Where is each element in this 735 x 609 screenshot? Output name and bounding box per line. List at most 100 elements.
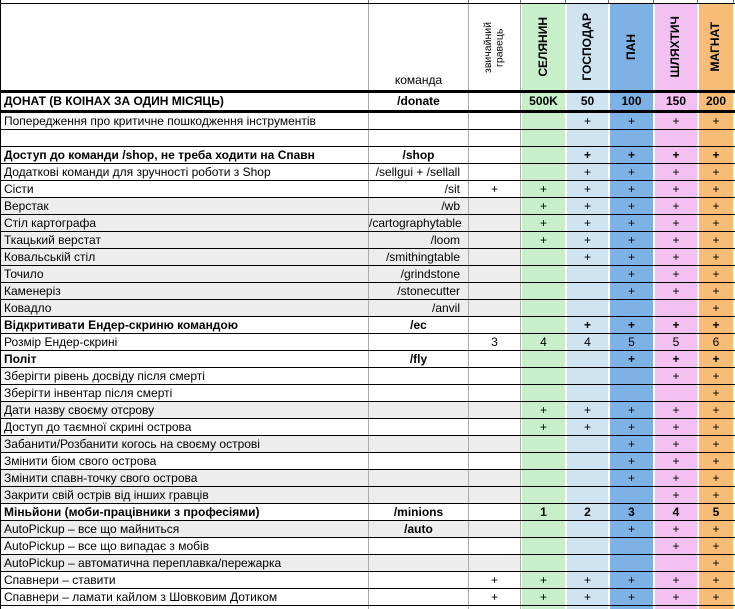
cell-tier-value[interactable]: + — [521, 181, 566, 197]
cell-tier-value[interactable]: + — [566, 317, 609, 333]
cell-tier-value[interactable] — [566, 130, 609, 146]
cell-tier-value[interactable]: + — [698, 215, 734, 231]
header-tier-cell-3[interactable]: ПАН — [609, 4, 654, 90]
cell-command[interactable] — [369, 572, 469, 588]
cell-tier-value[interactable]: + — [698, 521, 734, 537]
cell-tier-value[interactable]: + — [654, 436, 698, 452]
cell-tier-value[interactable]: + — [654, 317, 698, 333]
cell-command[interactable] — [369, 113, 469, 129]
cell-regular-player-value[interactable] — [469, 504, 521, 520]
cell-tier-value[interactable]: + — [654, 232, 698, 248]
cell-tier-value[interactable]: + — [566, 113, 609, 129]
cell-tier-value[interactable]: + — [654, 164, 698, 180]
cell-tier-value[interactable]: + — [521, 589, 566, 605]
cell-tier-value[interactable]: + — [654, 487, 698, 503]
cell-tier-value[interactable]: + — [566, 589, 609, 605]
cell-tier-value[interactable] — [521, 300, 566, 316]
cell-description[interactable]: Змінити біом свого острова — [1, 453, 369, 469]
cell-tier-value[interactable]: + — [521, 419, 566, 435]
cell-description[interactable]: Закрити свій острів від інших гравців — [1, 487, 369, 503]
cell-description[interactable] — [1, 130, 369, 146]
cell-tier-value[interactable]: + — [521, 215, 566, 231]
cell-tier-value[interactable] — [654, 555, 698, 571]
cell-tier-value[interactable]: + — [609, 198, 654, 214]
cell-tier-value[interactable]: + — [609, 164, 654, 180]
cell-tier-value[interactable]: + — [654, 368, 698, 384]
cell-command[interactable] — [369, 436, 469, 452]
cell-tier-value[interactable]: + — [698, 368, 734, 384]
cell-tier-value[interactable]: 200 — [698, 93, 734, 110]
header-tier-cell-5[interactable]: МАГНАТ — [698, 4, 734, 90]
cell-description[interactable]: Попередження про критичне пошкодження ін… — [1, 113, 369, 129]
cell-tier-value[interactable] — [609, 300, 654, 316]
cell-command[interactable]: /ec — [369, 317, 469, 333]
cell-tier-value[interactable] — [566, 555, 609, 571]
cell-regular-player-value[interactable] — [469, 198, 521, 214]
cell-description[interactable]: Каменеріз — [1, 283, 369, 299]
cell-description[interactable]: Ткацький верстат — [1, 232, 369, 248]
cell-command[interactable] — [369, 589, 469, 605]
cell-tier-value[interactable]: + — [566, 402, 609, 418]
cell-regular-player-value[interactable] — [469, 317, 521, 333]
cell-tier-value[interactable]: + — [698, 538, 734, 554]
cell-regular-player-value[interactable]: + — [469, 572, 521, 588]
cell-tier-value[interactable] — [521, 385, 566, 401]
cell-tier-value[interactable]: + — [521, 232, 566, 248]
cell-tier-value[interactable] — [654, 385, 698, 401]
cell-tier-value[interactable] — [521, 113, 566, 129]
cell-description[interactable]: Точило — [1, 266, 369, 282]
cell-tier-value[interactable]: + — [609, 419, 654, 435]
cell-regular-player-value[interactable] — [469, 521, 521, 537]
cell-tier-value[interactable] — [521, 538, 566, 554]
cell-tier-value[interactable]: + — [654, 589, 698, 605]
cell-tier-value[interactable] — [609, 487, 654, 503]
cell-description[interactable]: AutoPickup – все що майниться — [1, 521, 369, 537]
cell-tier-value[interactable]: + — [609, 283, 654, 299]
cell-tier-value[interactable]: + — [698, 572, 734, 588]
cell-tier-value[interactable] — [566, 368, 609, 384]
header-description-cell[interactable] — [1, 4, 369, 90]
cell-tier-value[interactable]: 5 — [609, 334, 654, 350]
header-tier-cell-4[interactable]: ШЛЯХТИЧ — [654, 4, 698, 90]
cell-tier-value[interactable]: 150 — [654, 93, 698, 110]
cell-regular-player-value[interactable] — [469, 470, 521, 486]
cell-tier-value[interactable]: 5 — [698, 504, 734, 520]
cell-tier-value[interactable]: + — [609, 147, 654, 163]
cell-tier-value[interactable] — [609, 385, 654, 401]
cell-tier-value[interactable]: + — [654, 419, 698, 435]
cell-tier-value[interactable]: + — [654, 266, 698, 282]
cell-command[interactable]: /auto — [369, 521, 469, 537]
cell-tier-value[interactable]: + — [609, 453, 654, 469]
cell-command[interactable] — [369, 402, 469, 418]
cell-tier-value[interactable]: + — [654, 147, 698, 163]
cell-regular-player-value[interactable] — [469, 538, 521, 554]
cell-regular-player-value[interactable] — [469, 368, 521, 384]
cell-tier-value[interactable] — [521, 317, 566, 333]
cell-tier-value[interactable]: + — [698, 317, 734, 333]
cell-tier-value[interactable]: + — [566, 572, 609, 588]
cell-tier-value[interactable] — [698, 130, 734, 146]
header-tier-cell-1[interactable]: СЕЛЯНИН — [521, 4, 566, 90]
cell-regular-player-value[interactable] — [469, 436, 521, 452]
cell-regular-player-value[interactable] — [469, 232, 521, 248]
cell-tier-value[interactable]: + — [609, 572, 654, 588]
cell-description[interactable]: Відкритивати Ендер-скриню командою — [1, 317, 369, 333]
cell-tier-value[interactable] — [521, 164, 566, 180]
cell-tier-value[interactable]: + — [654, 181, 698, 197]
cell-tier-value[interactable]: 50 — [566, 93, 609, 110]
cell-tier-value[interactable]: + — [698, 283, 734, 299]
cell-tier-value[interactable] — [521, 249, 566, 265]
cell-command[interactable] — [369, 385, 469, 401]
cell-tier-value[interactable] — [521, 147, 566, 163]
cell-description[interactable]: Стіл картографа — [1, 215, 369, 231]
cell-tier-value[interactable]: + — [566, 249, 609, 265]
cell-tier-value[interactable]: + — [698, 351, 734, 367]
cell-regular-player-value[interactable] — [469, 249, 521, 265]
cell-tier-value[interactable] — [521, 266, 566, 282]
cell-command[interactable]: /smithingtable — [369, 249, 469, 265]
cell-description[interactable]: Доступ до команди /shop, не треба ходити… — [1, 147, 369, 163]
cell-tier-value[interactable] — [566, 487, 609, 503]
cell-tier-value[interactable]: + — [566, 147, 609, 163]
cell-regular-player-value[interactable] — [469, 453, 521, 469]
cell-tier-value[interactable]: + — [698, 266, 734, 282]
